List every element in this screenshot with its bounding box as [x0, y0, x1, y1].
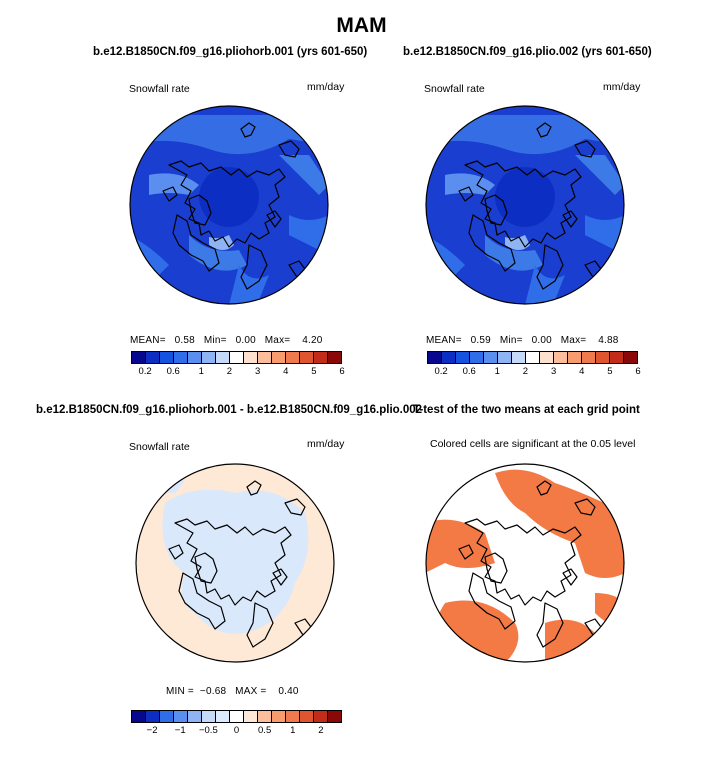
- colorbar-tick-label: 4: [579, 366, 585, 377]
- colorbar-tick-label: 3: [550, 366, 557, 377]
- panel-1-title: b.e12.B1850CN.f09_g16.pliohorb.001 (yrs …: [93, 46, 368, 58]
- colorbar-tick-label: 6: [339, 366, 345, 377]
- colorbar-swatch: [286, 711, 300, 722]
- colorbar-tick-label: 5: [607, 366, 613, 377]
- panel-3-title: b.e12.B1850CN.f09_g16.pliohorb.001 - b.e…: [36, 404, 423, 416]
- colorbar-tick-label: 1: [198, 366, 204, 377]
- colorbar-tick-label: 0.2: [434, 366, 448, 377]
- colorbar-swatch: [328, 711, 341, 722]
- colorbar-swatch: [230, 352, 244, 363]
- colorbar-swatch: [244, 711, 258, 722]
- figure-title: MAM: [336, 14, 387, 37]
- colorbar-swatch: [540, 352, 554, 363]
- colorbar-swatch: [300, 711, 314, 722]
- colorbar-tick-label: −0.5: [198, 725, 218, 736]
- colorbar-tick-label: 0.2: [138, 366, 152, 377]
- colorbar-tick-label: 2: [226, 366, 233, 377]
- panel-3-stats: MIN = −0.68 MAX = 0.40: [166, 686, 299, 697]
- colorbar-swatch: [174, 352, 188, 363]
- panel-2-colorbar: 0.2 0.6 1 2 3 4 5 6: [427, 351, 641, 378]
- colorbar-swatch: [216, 711, 230, 722]
- panel-2-stats: MEAN= 0.59 Min= 0.00 Max= 4.88: [426, 335, 619, 346]
- colorbar-tick-label: −2: [146, 725, 158, 736]
- panel-3-variable-label: Snowfall rate: [129, 441, 190, 453]
- colorbar-boxes: [427, 351, 638, 364]
- panel-1-colorbar: 0.2 0.6 1 2 3 4 5 6: [131, 351, 345, 378]
- colorbar-boxes: [131, 710, 342, 723]
- colorbar-swatch: [300, 352, 314, 363]
- colorbar-swatch: [554, 352, 568, 363]
- panel-1-polar-map: [129, 105, 329, 305]
- colorbar-swatch: [498, 352, 512, 363]
- colorbar-tick-label: −1: [174, 725, 186, 736]
- colorbar-swatch: [272, 352, 286, 363]
- colorbar-tick-label: 2: [318, 725, 324, 736]
- colorbar-swatch: [132, 352, 146, 363]
- colorbar-swatch: [244, 352, 258, 363]
- panel-2-units-label: mm/day: [603, 81, 641, 93]
- colorbar-swatch: [568, 352, 582, 363]
- panel-3-units-label: mm/day: [307, 438, 345, 450]
- colorbar-swatch: [230, 711, 244, 722]
- colorbar-swatch: [624, 352, 637, 363]
- panel-3-colorbar: −2 −1 −0.5 0 0.5 1 2: [131, 710, 342, 737]
- colorbar-swatch: [596, 352, 610, 363]
- colorbar-swatch: [146, 352, 160, 363]
- colorbar-ticks: 0.2 0.6 1 2 3 4 5 6: [131, 364, 345, 378]
- panel-3-polar-map: [135, 463, 335, 663]
- colorbar-swatch: [202, 352, 216, 363]
- colorbar-swatch: [216, 352, 230, 363]
- colorbar-swatch: [132, 711, 146, 722]
- colorbar-ticks: 0.2 0.6 1 2 3 4 5 6: [427, 364, 641, 378]
- colorbar-swatch: [188, 352, 202, 363]
- colorbar-swatch: [582, 352, 596, 363]
- colorbar-tick-label: 0: [233, 725, 240, 736]
- colorbar-swatch: [314, 352, 328, 363]
- panel-4-title: T-test of the two means at each grid poi…: [413, 404, 640, 416]
- panel-1-stats: MEAN= 0.58 Min= 0.00 Max= 4.20: [130, 335, 323, 346]
- colorbar-tick-label: 1: [290, 725, 296, 736]
- colorbar-swatch: [442, 352, 456, 363]
- colorbar-swatch: [160, 352, 174, 363]
- colorbar-swatch: [328, 352, 341, 363]
- colorbar-swatch: [428, 352, 442, 363]
- colorbar-tick-label: 1: [494, 366, 500, 377]
- colorbar-swatch: [174, 711, 188, 722]
- panel-4-polar-map: [425, 463, 625, 663]
- colorbar-swatch: [314, 711, 328, 722]
- colorbar-swatch: [286, 352, 300, 363]
- colorbar-tick-label: 0.5: [258, 725, 272, 736]
- colorbar-swatch: [610, 352, 624, 363]
- colorbar-swatch: [188, 711, 202, 722]
- colorbar-swatch: [484, 352, 498, 363]
- colorbar-swatch: [470, 352, 484, 363]
- colorbar-swatch: [272, 711, 286, 722]
- panel-2-polar-map: [425, 105, 625, 305]
- colorbar-tick-label: 3: [254, 366, 261, 377]
- colorbar-tick-label: 5: [311, 366, 317, 377]
- panel-1-units-label: mm/day: [307, 81, 345, 93]
- colorbar-ticks: −2 −1 −0.5 0 0.5 1 2: [131, 723, 342, 737]
- colorbar-tick-label: 0.6: [462, 366, 476, 377]
- colorbar-tick-label: 0.6: [166, 366, 180, 377]
- colorbar-tick-label: 4: [283, 366, 289, 377]
- colorbar-tick-label: 6: [635, 366, 641, 377]
- colorbar-swatch: [258, 352, 272, 363]
- panel-4-subtitle: Colored cells are significant at the 0.0…: [430, 438, 636, 450]
- colorbar-swatch: [160, 711, 174, 722]
- colorbar-boxes: [131, 351, 342, 364]
- colorbar-swatch: [202, 711, 216, 722]
- colorbar-swatch: [258, 711, 272, 722]
- colorbar-swatch: [456, 352, 470, 363]
- colorbar-swatch: [512, 352, 526, 363]
- panel-2-variable-label: Snowfall rate: [424, 83, 485, 95]
- panel-1-variable-label: Snowfall rate: [129, 83, 190, 95]
- panel-2-title: b.e12.B1850CN.f09_g16.plio.002 (yrs 601-…: [403, 46, 652, 58]
- colorbar-tick-label: 2: [522, 366, 529, 377]
- colorbar-swatch: [146, 711, 160, 722]
- colorbar-swatch: [526, 352, 540, 363]
